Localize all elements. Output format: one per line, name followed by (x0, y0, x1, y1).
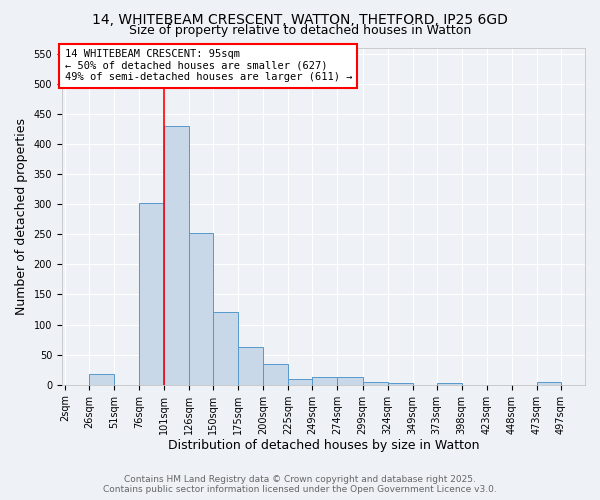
Bar (337, 378, 362, 384)
Bar (213, 312, 238, 384)
X-axis label: Distribution of detached houses by size in Watton: Distribution of detached houses by size … (168, 440, 479, 452)
Bar (537, 382, 561, 384)
Text: 14 WHITEBEAM CRESCENT: 95sqm
← 50% of detached houses are smaller (627)
49% of s: 14 WHITEBEAM CRESCENT: 95sqm ← 50% of de… (65, 49, 352, 82)
Bar (362, 382, 388, 384)
Bar (313, 378, 337, 384)
Bar (164, 126, 189, 384)
Bar (238, 347, 263, 385)
Text: 14, WHITEBEAM CRESCENT, WATTON, THETFORD, IP25 6GD: 14, WHITEBEAM CRESCENT, WATTON, THETFORD… (92, 12, 508, 26)
Bar (189, 233, 213, 384)
Bar (388, 383, 413, 384)
Bar (289, 378, 313, 384)
Text: Size of property relative to detached houses in Watton: Size of property relative to detached ho… (129, 24, 471, 37)
Bar (263, 364, 289, 384)
Y-axis label: Number of detached properties: Number of detached properties (15, 118, 28, 314)
Bar (139, 203, 164, 384)
Bar (437, 383, 462, 384)
Bar (89, 374, 114, 384)
Text: Contains HM Land Registry data © Crown copyright and database right 2025.
Contai: Contains HM Land Registry data © Crown c… (103, 474, 497, 494)
